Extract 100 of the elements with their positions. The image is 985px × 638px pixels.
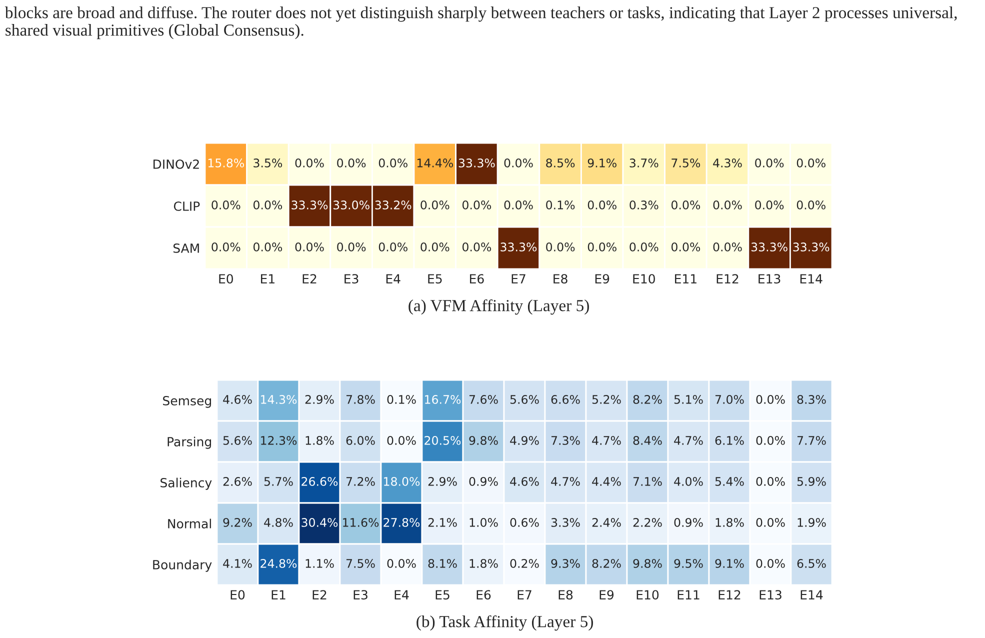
data-label: 33.0% (333, 200, 370, 210)
data-label: 33.3% (292, 200, 328, 210)
data-label: 7.6% (469, 394, 498, 404)
data-label: 0.0% (588, 242, 616, 252)
x-tick-label: E14 (800, 590, 823, 600)
data-label: 15.8% (208, 158, 244, 168)
data-label: 9.1% (588, 158, 616, 168)
data-label: 8.3% (797, 394, 826, 404)
x-tick-label: E6 (470, 274, 484, 284)
data-label: 33.3% (751, 242, 788, 252)
data-label: 30.4% (302, 518, 338, 527)
data-label: 1.8% (716, 518, 744, 527)
x-tick-label: E0 (230, 590, 245, 600)
data-label: 4.3% (713, 158, 742, 168)
data-label: 0.0% (756, 518, 785, 527)
data-label: 0.0% (796, 158, 826, 168)
data-label: 14.4% (417, 158, 453, 168)
text: (b) Task Affinity (Layer 5) (416, 615, 593, 631)
data-label: 0.0% (755, 158, 784, 168)
data-label: 1.0% (470, 518, 498, 527)
y-tick-label: Parsing (168, 436, 212, 449)
data-label: 4.1% (223, 558, 252, 568)
y-tick-label: SAM (173, 243, 199, 253)
x-tick-label: E5 (428, 274, 442, 284)
data-label: 33.3% (458, 158, 495, 168)
x-tick-label: E6 (476, 590, 491, 600)
data-label: 0.0% (378, 242, 408, 252)
text: blocks are broad and diffuse. The router does not yet distinguish sharply between teachers or tasks, indicating that Layer 2 processes universal, shared visual primitives (Global Consensus). (4, 6, 957, 40)
data-label: 8.2% (633, 394, 662, 404)
data-label: 0.0% (253, 200, 282, 210)
data-label: 7.0% (715, 394, 744, 404)
data-label: 4.8% (264, 518, 293, 527)
data-label: 2.6% (223, 476, 252, 486)
data-label: 5.7% (264, 476, 293, 486)
x-tick-label: E14 (800, 274, 822, 284)
data-label: 0.0% (462, 242, 492, 252)
x-tick-label: E7 (518, 590, 532, 600)
data-label: 14.3% (261, 394, 297, 404)
y-tick-label: Boundary (153, 560, 212, 572)
data-label: 4.4% (592, 476, 621, 486)
data-label: 6.1% (715, 436, 744, 445)
y-tick-label: Semseg (163, 396, 211, 408)
data-label: 5.4% (715, 476, 744, 486)
x-tick-label: E13 (758, 274, 780, 284)
data-label: 4.6% (510, 476, 539, 486)
x-tick-label: E1 (261, 274, 274, 284)
data-label: 0.0% (756, 476, 785, 486)
data-label: 0.2% (510, 558, 539, 568)
data-label: 1.9% (798, 518, 826, 527)
x-tick-label: E1 (272, 590, 286, 600)
x-tick-label: E4 (394, 590, 409, 600)
y-tick-label: CLIP (174, 201, 200, 211)
data-label: 4.7% (674, 436, 703, 445)
data-label: 6.6% (551, 394, 580, 404)
data-label: 3.5% (254, 158, 282, 168)
x-tick-label: E10 (636, 590, 659, 600)
data-label: 9.8% (633, 558, 662, 568)
data-label: 0.0% (504, 200, 533, 210)
data-label: 2.2% (633, 518, 662, 527)
data-label: 9.1% (715, 558, 744, 568)
data-label: 9.2% (223, 518, 252, 527)
data-label: 7.3% (551, 436, 580, 445)
data-label: 0.0% (420, 242, 450, 252)
data-label: 2.1% (428, 518, 457, 527)
data-label: 16.7% (425, 394, 461, 404)
data-label: 5.1% (674, 394, 703, 404)
data-label: 4.7% (551, 476, 580, 486)
data-label: 0.0% (756, 394, 785, 404)
data-label: 0.0% (337, 242, 366, 252)
x-tick-label: E3 (354, 590, 368, 600)
data-label: 24.8% (260, 558, 297, 568)
x-tick-label: E11 (675, 274, 696, 284)
data-label: 0.0% (337, 158, 366, 168)
data-label: 7.7% (797, 436, 826, 445)
data-label: 0.0% (755, 200, 784, 210)
x-tick-label: E11 (678, 590, 700, 600)
data-label: 9.5% (674, 558, 703, 568)
data-label: 7.2% (346, 476, 375, 486)
data-label: 8.1% (428, 558, 457, 568)
x-tick-label: E3 (344, 274, 358, 284)
data-label: 4.0% (674, 476, 703, 486)
data-label: 20.5% (424, 436, 461, 445)
data-label: 0.0% (630, 242, 658, 252)
x-tick-label: E13 (760, 590, 782, 600)
data-label: 6.5% (797, 558, 826, 568)
data-label: 0.0% (387, 558, 416, 568)
data-label: 0.0% (713, 242, 742, 252)
data-label: 33.3% (500, 242, 537, 252)
data-label: 0.3% (630, 200, 658, 210)
data-label: 0.0% (671, 200, 700, 210)
x-tick-label: E12 (716, 274, 738, 284)
data-label: 0.0% (671, 242, 700, 252)
text: (a) VFM Affinity (Layer 5) (408, 299, 589, 315)
data-label: 5.6% (223, 436, 252, 445)
data-label: 0.0% (387, 436, 416, 445)
x-tick-label: E7 (512, 274, 526, 284)
x-tick-label: E0 (219, 274, 233, 284)
data-label: 5.2% (592, 394, 621, 404)
data-label: 9.8% (469, 436, 498, 445)
data-label: 0.0% (420, 200, 450, 210)
